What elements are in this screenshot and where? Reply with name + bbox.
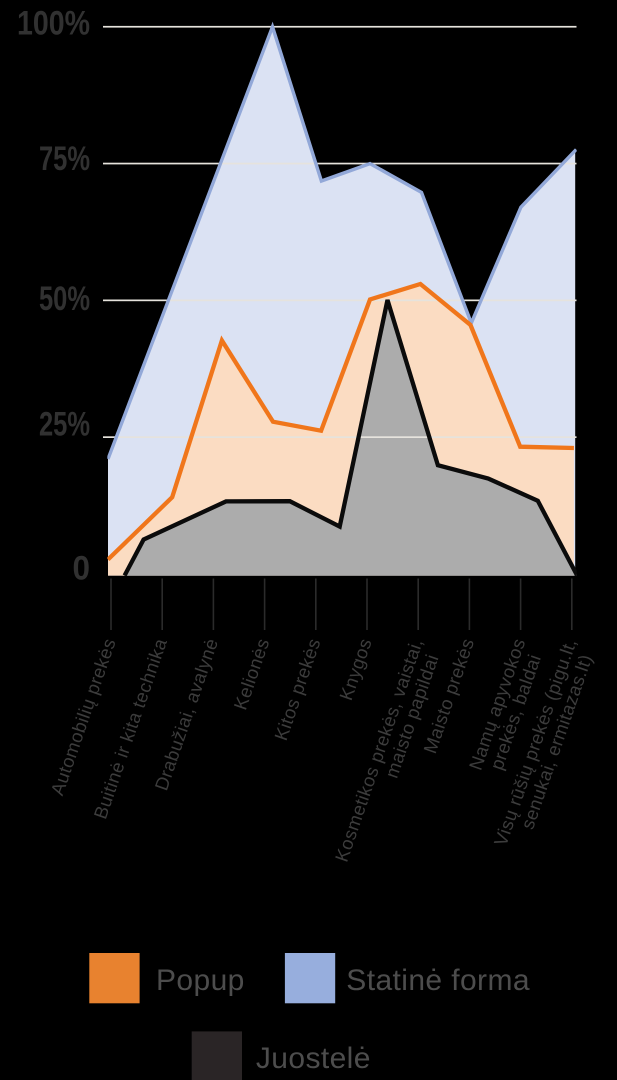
svg-text:50%: 50% <box>39 280 90 318</box>
svg-text:0: 0 <box>73 550 91 588</box>
svg-text:75%: 75% <box>39 140 90 178</box>
svg-text:25%: 25% <box>39 405 90 443</box>
svg-text:Statinė forma: Statinė forma <box>346 964 530 997</box>
svg-text:100%: 100% <box>17 5 90 43</box>
svg-text:Popup: Popup <box>156 964 245 997</box>
svg-text:Juostelė: Juostelė <box>256 1042 371 1075</box>
